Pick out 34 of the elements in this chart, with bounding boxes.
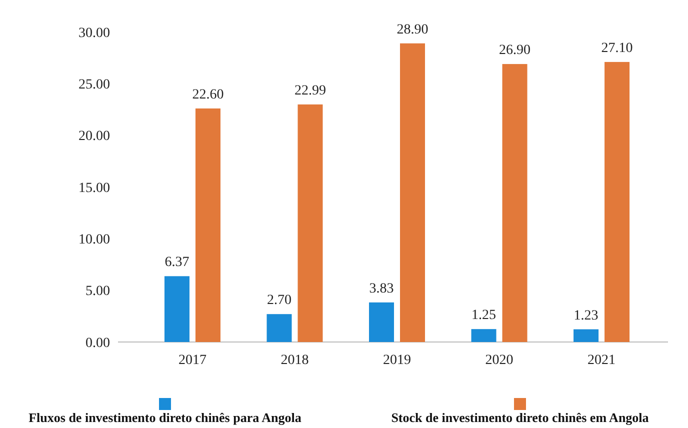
bar	[604, 62, 630, 342]
x-tick-label: 2018	[280, 353, 309, 368]
y-tick-label: 15.00	[78, 180, 110, 196]
data-label: 1.23	[574, 308, 598, 324]
data-label: 22.60	[192, 87, 224, 102]
bar	[471, 329, 496, 342]
y-tick-label: 5.00	[86, 284, 110, 300]
data-label: 26.90	[499, 43, 531, 58]
x-tick-label: 2021	[588, 353, 616, 368]
bar	[266, 314, 292, 342]
bar	[502, 64, 528, 342]
data-label: 2.70	[266, 293, 292, 308]
data-label: 6.37	[164, 255, 190, 270]
y-tick-label: 20.00	[78, 129, 110, 144]
x-tick-label: 2017	[178, 353, 206, 368]
bar	[400, 43, 425, 342]
data-label: 27.10	[601, 40, 633, 56]
data-label: 3.83	[369, 281, 394, 296]
bar	[369, 302, 394, 342]
bar	[298, 104, 323, 342]
data-label: 28.90	[396, 22, 428, 38]
x-tick-label: 2020	[485, 353, 514, 368]
y-tick-label: 0.00	[86, 336, 110, 351]
legend-label: Fluxos de investimento direto chinês para Angola	[28, 410, 302, 425]
y-tick-label: 25.00	[78, 78, 110, 93]
data-label: 22.99	[294, 83, 326, 98]
y-tick-label: 30.00	[78, 26, 110, 41]
bar	[164, 276, 190, 342]
legend-label: Stock de investimento direto chinês em Angola	[391, 410, 650, 425]
x-tick-label: 2019	[383, 353, 411, 368]
bar	[195, 108, 220, 342]
bar	[574, 329, 599, 342]
y-tick-label: 10.00	[78, 232, 110, 248]
data-label: 1.25	[472, 308, 496, 324]
